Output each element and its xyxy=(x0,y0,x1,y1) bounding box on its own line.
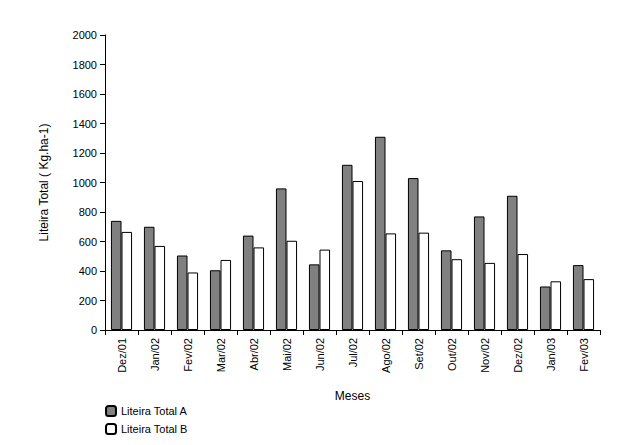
svg-text:Jul/02: Jul/02 xyxy=(347,338,359,367)
svg-text:Fev/02: Fev/02 xyxy=(182,338,194,372)
svg-text:1800: 1800 xyxy=(73,59,97,71)
svg-text:800: 800 xyxy=(79,206,97,218)
svg-text:200: 200 xyxy=(79,295,97,307)
svg-text:Abr/02: Abr/02 xyxy=(248,338,260,370)
svg-text:Liteira Total B: Liteira Total B xyxy=(121,423,187,435)
svg-text:Out/02: Out/02 xyxy=(446,338,458,371)
svg-text:Fev/03: Fev/03 xyxy=(578,338,590,372)
svg-text:2000: 2000 xyxy=(73,29,97,41)
svg-text:0: 0 xyxy=(91,324,97,336)
svg-text:Nov/02: Nov/02 xyxy=(479,338,491,373)
svg-text:Meses: Meses xyxy=(335,389,370,403)
svg-text:Jan/03: Jan/03 xyxy=(545,338,557,371)
svg-text:1400: 1400 xyxy=(73,118,97,130)
svg-text:Dez/02: Dez/02 xyxy=(512,338,524,373)
svg-text:Set/02: Set/02 xyxy=(413,338,425,370)
svg-text:Ago/02: Ago/02 xyxy=(380,338,392,373)
svg-text:400: 400 xyxy=(79,265,97,277)
svg-text:Dez/01: Dez/01 xyxy=(116,338,128,373)
svg-text:1000: 1000 xyxy=(73,177,97,189)
svg-text:Jun/02: Jun/02 xyxy=(314,338,326,371)
svg-text:Mar/02: Mar/02 xyxy=(215,338,227,372)
svg-text:1200: 1200 xyxy=(73,147,97,159)
svg-text:Jan/02: Jan/02 xyxy=(149,338,161,371)
svg-text:1600: 1600 xyxy=(73,88,97,100)
svg-text:600: 600 xyxy=(79,236,97,248)
svg-text:Liteira Total A: Liteira Total A xyxy=(121,405,188,417)
svg-text:Liteira Total ( Kg.ha-1): Liteira Total ( Kg.ha-1) xyxy=(37,124,51,242)
svg-text:Mai/02: Mai/02 xyxy=(281,338,293,371)
